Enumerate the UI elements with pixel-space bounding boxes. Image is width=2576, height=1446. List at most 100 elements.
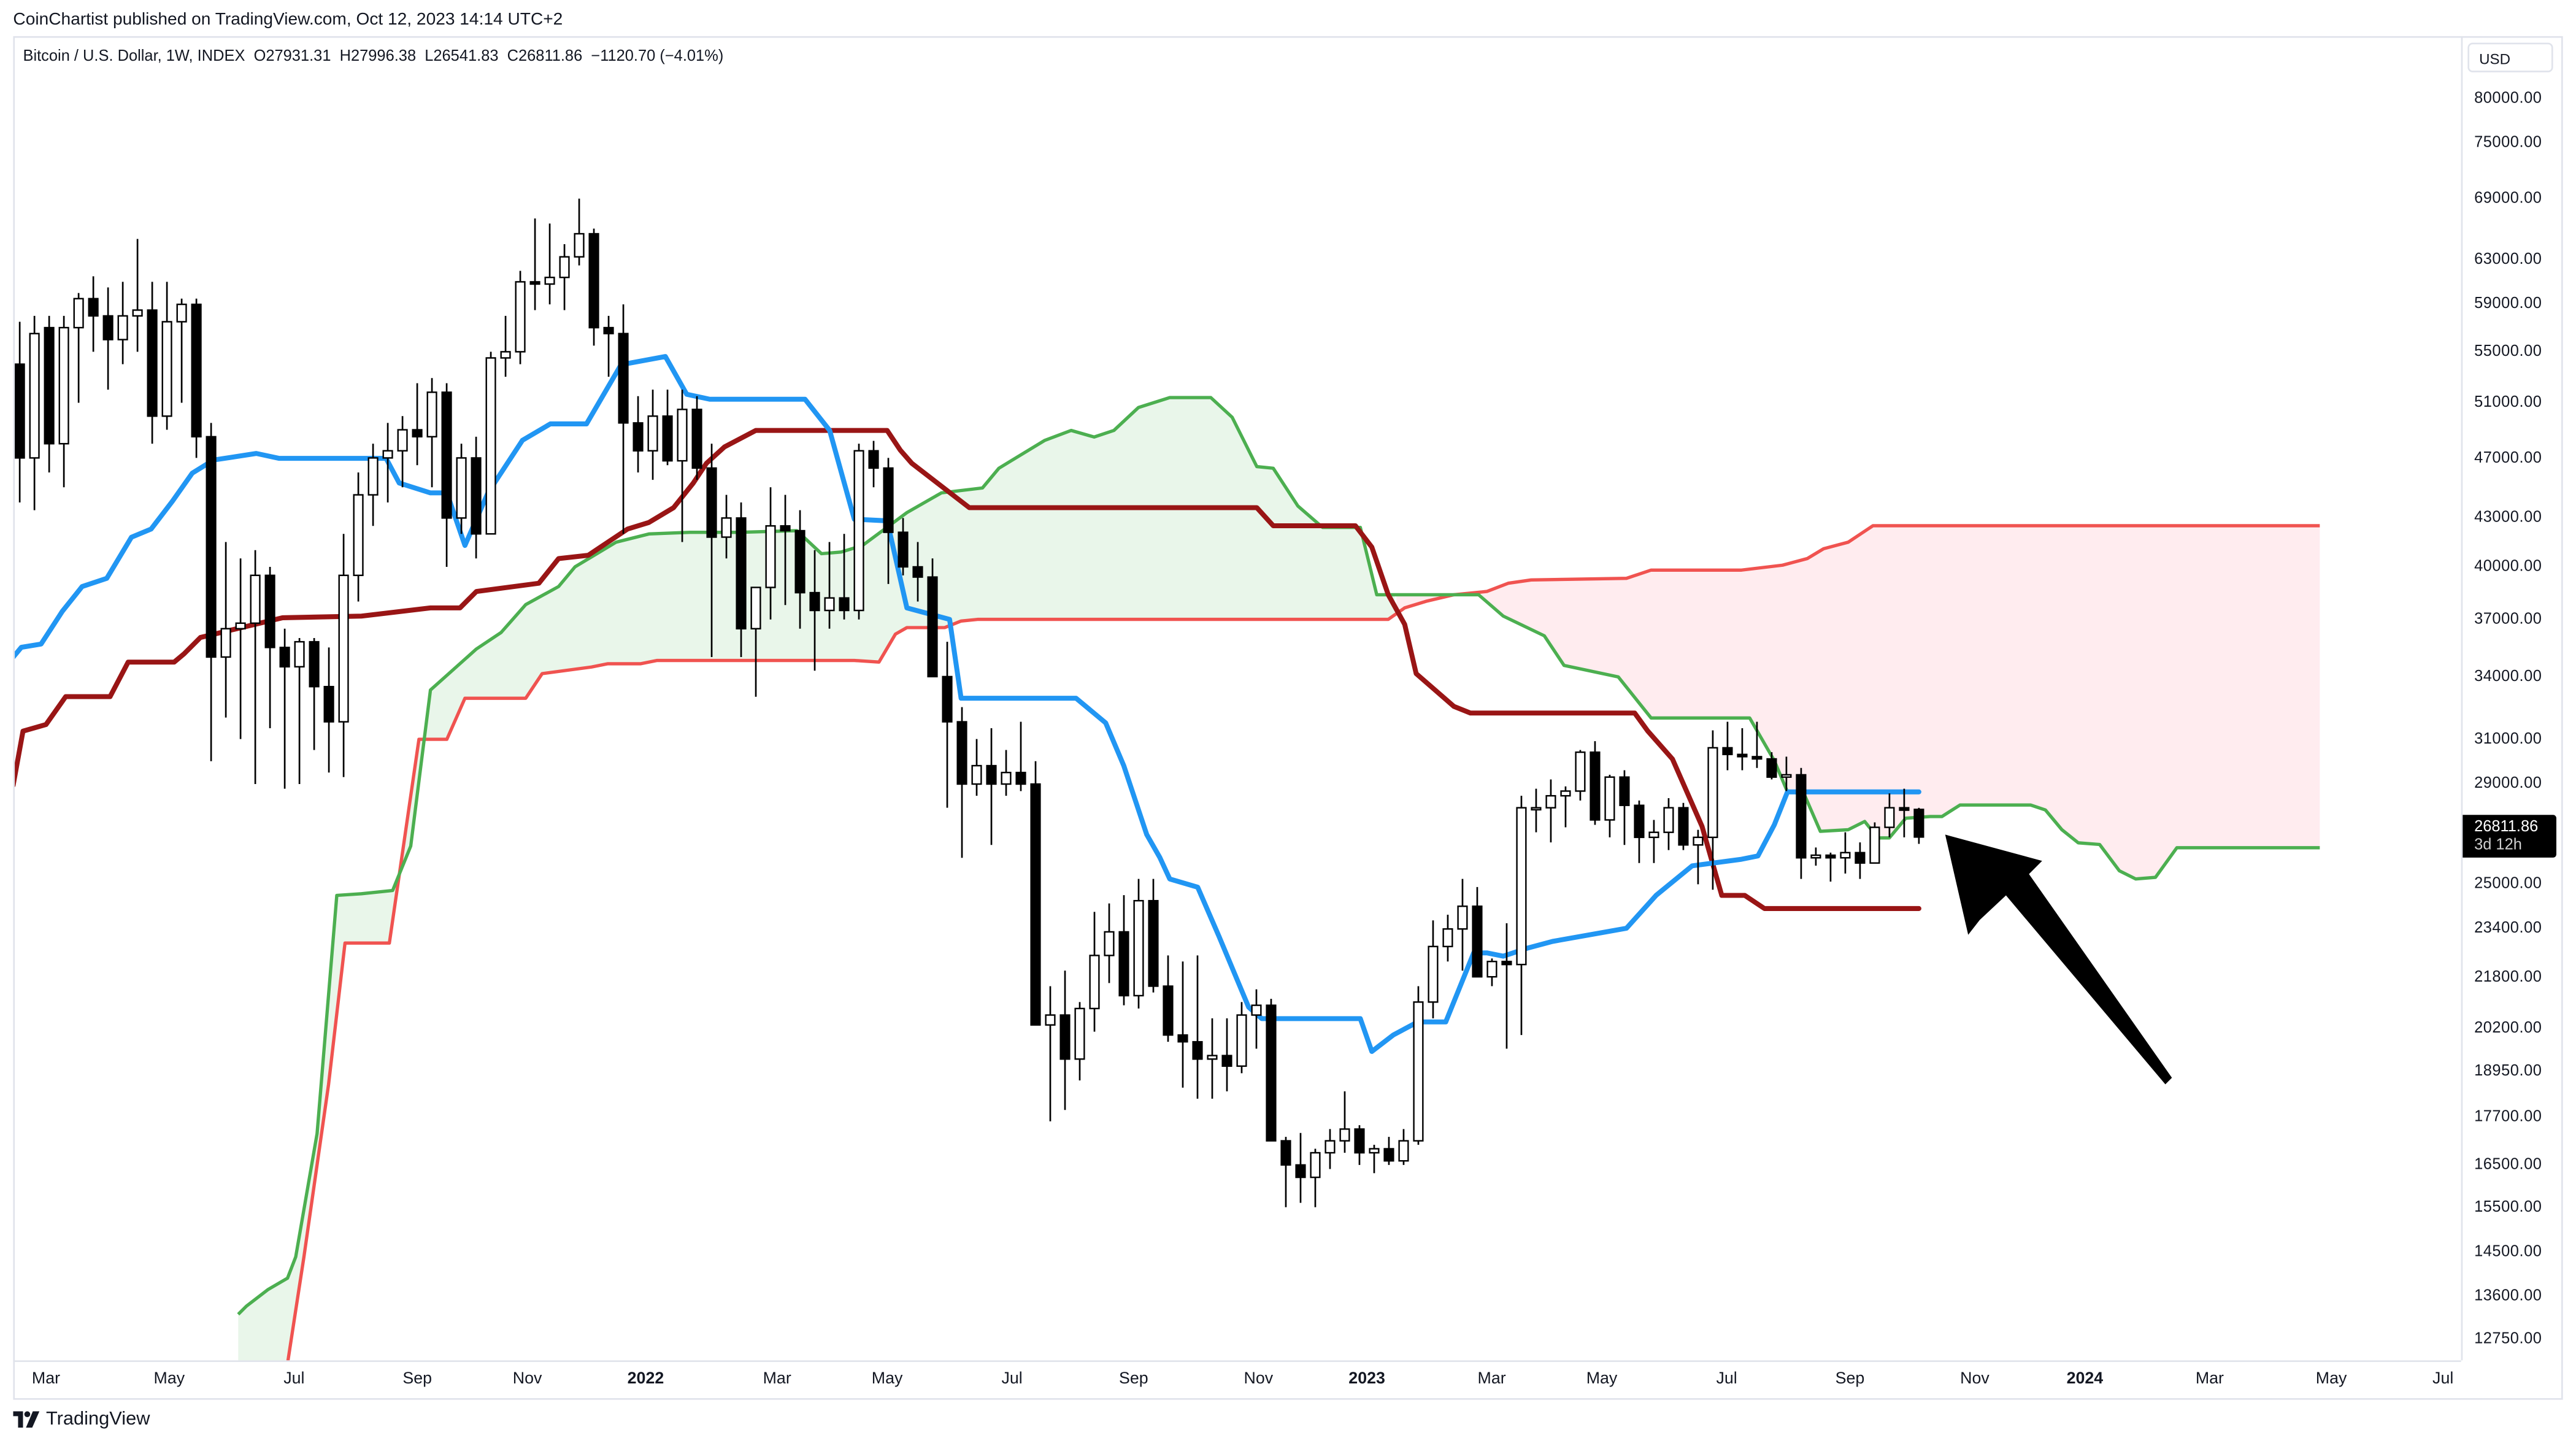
candle-down	[868, 450, 879, 469]
candle-down	[1796, 774, 1807, 859]
time-tick: 2023	[1348, 1370, 1385, 1388]
time-tick: Mar	[2195, 1370, 2224, 1388]
candle-up	[1457, 906, 1468, 930]
candle-down	[1015, 771, 1026, 785]
price-tick: 51000.00	[2474, 393, 2542, 412]
price-axis[interactable]	[2461, 36, 2565, 1361]
candle-up	[117, 315, 128, 340]
price-tick: 15500.00	[2474, 1198, 2542, 1217]
time-axis[interactable]	[13, 1360, 2461, 1401]
candle-up	[353, 494, 364, 577]
candle-up	[824, 597, 835, 612]
candle-up	[1398, 1140, 1409, 1162]
candle-down	[942, 675, 953, 723]
time-tick: Jul	[2432, 1370, 2454, 1388]
candle-up	[515, 281, 526, 353]
candle-up	[1575, 751, 1586, 792]
candle-down	[736, 517, 747, 629]
candle-up	[294, 640, 305, 668]
candle-down	[1678, 807, 1689, 846]
candle-up	[1869, 826, 1880, 864]
candle-up	[29, 333, 40, 459]
candle-down	[794, 529, 805, 594]
candle-up	[1648, 831, 1659, 839]
price-tick: 16500.00	[2474, 1156, 2542, 1174]
price-tick: 34000.00	[2474, 667, 2542, 686]
candle-up	[367, 457, 379, 496]
candle-up	[456, 457, 467, 519]
candle-up	[250, 574, 261, 624]
candle-up	[382, 450, 393, 459]
tradingview-logo[interactable]: TradingView	[13, 1410, 150, 1429]
candle-down	[1163, 985, 1174, 1036]
candle-up	[73, 298, 84, 329]
candle-up	[971, 764, 982, 785]
candle-up	[397, 429, 408, 452]
price-tick: 25000.00	[2474, 875, 2542, 894]
candle-down	[412, 429, 423, 438]
candle-up	[750, 586, 761, 629]
candle-down	[1899, 807, 1910, 811]
candle-up	[1604, 776, 1615, 821]
time-tick: Mar	[31, 1370, 61, 1388]
candle-up	[1074, 1007, 1085, 1060]
candle-down	[780, 525, 791, 532]
candle-up	[1045, 1014, 1056, 1026]
candle-up	[176, 303, 187, 323]
time-tick: May	[871, 1370, 903, 1388]
candle-up	[1001, 771, 1012, 785]
time-tick: Nov	[1960, 1370, 1990, 1388]
candle-down	[309, 640, 320, 688]
price-tick: 12750.00	[2474, 1329, 2542, 1348]
candle-down	[1221, 1055, 1232, 1067]
candle-down	[956, 721, 967, 785]
bullish-cloud-fill	[238, 398, 1395, 1361]
senkou-span-b-line	[286, 524, 2320, 1361]
candle-up	[1207, 1055, 1218, 1060]
candle-down	[44, 326, 55, 445]
candle-up	[1693, 836, 1704, 846]
candle-up	[1369, 1148, 1380, 1154]
candle-up	[1486, 961, 1498, 978]
time-tick: 2022	[627, 1370, 664, 1388]
candle-up	[1560, 790, 1571, 797]
candle-up	[1442, 928, 1453, 948]
candle-up	[765, 525, 776, 588]
price-tick: 18950.00	[2474, 1062, 2542, 1081]
price-tick: 17700.00	[2474, 1108, 2542, 1127]
last-price-label: 26811.86 3d 12h	[2463, 815, 2556, 858]
candle-down	[662, 415, 673, 462]
candle-down	[1030, 783, 1041, 1026]
price-tick: 80000.00	[2474, 90, 2542, 108]
time-tick: Mar	[763, 1370, 791, 1388]
currency-button[interactable]: USD	[2467, 42, 2553, 72]
candle-up	[1531, 807, 1542, 811]
price-tick: 63000.00	[2474, 251, 2542, 269]
tradingview-logo-icon	[13, 1411, 40, 1428]
candle-down	[603, 326, 614, 334]
price-tick: 69000.00	[2474, 189, 2542, 208]
bearish-cloud-fill	[1396, 525, 2320, 879]
price-tick: 55000.00	[2474, 342, 2542, 361]
time-tick: May	[1586, 1370, 1618, 1388]
candle-down	[588, 233, 599, 329]
time-tick: Sep	[402, 1370, 433, 1388]
candle-up	[559, 256, 570, 279]
senkou-span-a-line	[237, 396, 2320, 1316]
candle-up	[220, 628, 231, 658]
candle-down	[1192, 1040, 1203, 1060]
candle-down	[618, 333, 629, 424]
candle-up	[1339, 1128, 1350, 1142]
candle-up	[161, 321, 172, 417]
candle-up	[1545, 794, 1556, 809]
bar-countdown: 3d 12h	[2474, 836, 2522, 855]
candle-up	[1428, 945, 1439, 1003]
candle-up	[132, 309, 143, 317]
candle-down	[632, 422, 644, 452]
candle-up	[1663, 807, 1674, 833]
candlestick-series	[15, 198, 1924, 1207]
time-tick: Sep	[1118, 1370, 1148, 1388]
candle-up	[1310, 1152, 1321, 1179]
